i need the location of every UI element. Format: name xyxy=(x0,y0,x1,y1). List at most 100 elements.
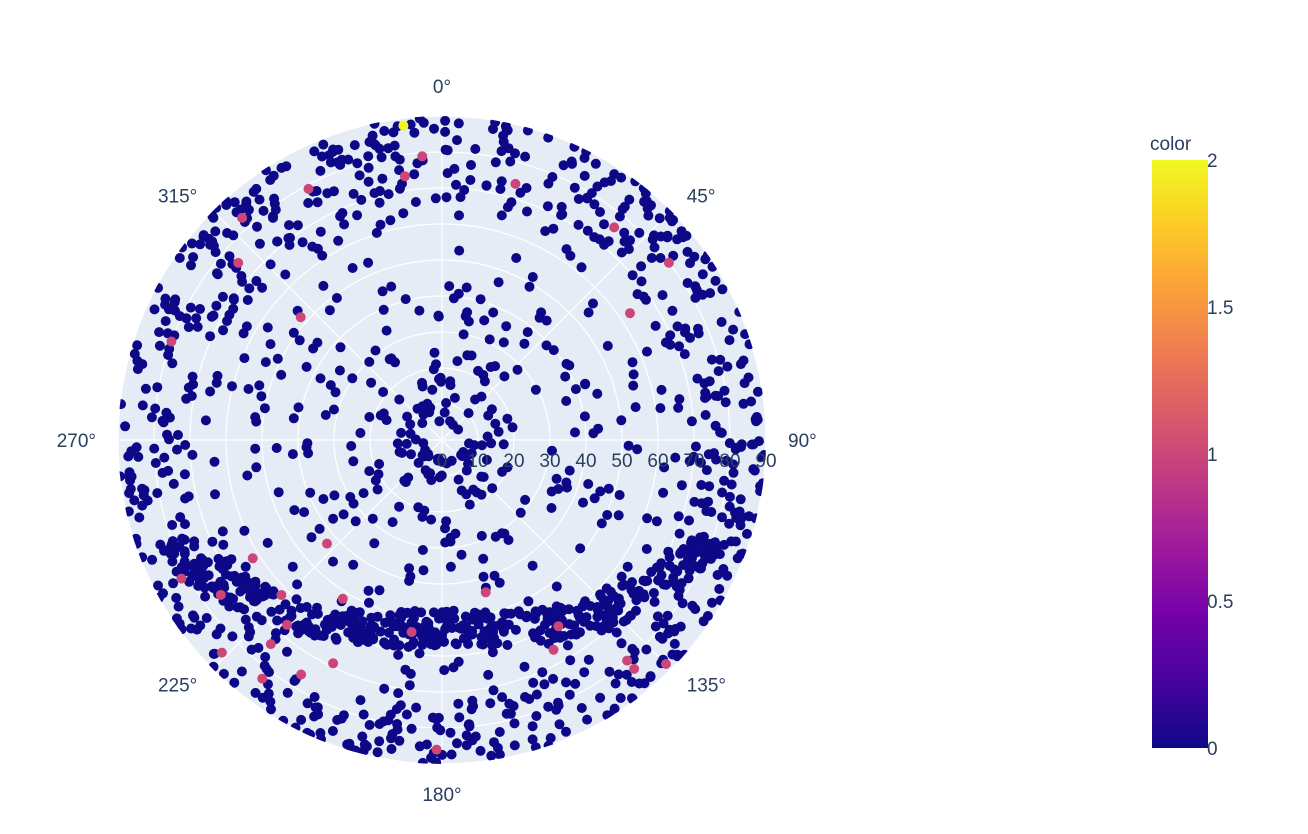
data-point xyxy=(363,585,374,596)
data-point xyxy=(614,490,625,500)
data-point xyxy=(457,620,468,631)
colorbar-tick-label: 1 xyxy=(1207,445,1218,466)
data-point xyxy=(410,197,421,207)
data-point xyxy=(627,643,638,654)
data-point xyxy=(558,160,569,171)
data-point xyxy=(392,724,403,735)
data-point xyxy=(721,455,732,466)
data-point xyxy=(654,213,665,224)
data-point xyxy=(486,750,497,761)
data-point xyxy=(345,492,356,502)
data-point xyxy=(394,501,405,512)
data-point xyxy=(118,399,126,410)
data-point xyxy=(239,353,250,364)
data-point xyxy=(700,393,710,403)
data-point xyxy=(328,513,339,524)
data-point xyxy=(387,517,398,528)
data-point xyxy=(174,618,185,629)
data-point xyxy=(339,219,350,230)
data-point xyxy=(619,201,630,212)
data-point xyxy=(179,534,190,545)
data-point xyxy=(735,494,746,505)
data-point xyxy=(738,398,749,409)
data-point xyxy=(401,438,412,449)
data-point xyxy=(430,193,441,204)
data-point xyxy=(742,528,752,539)
data-point xyxy=(396,427,407,438)
data-point xyxy=(616,247,627,258)
data-point xyxy=(432,722,443,733)
data-point xyxy=(262,322,273,333)
data-point xyxy=(318,280,329,291)
data-point xyxy=(385,610,396,621)
data-point xyxy=(330,632,341,643)
data-point xyxy=(521,183,532,193)
highlighted-point xyxy=(265,639,276,650)
data-point xyxy=(690,604,701,615)
data-point xyxy=(606,176,616,186)
data-point xyxy=(505,156,516,167)
data-point xyxy=(348,559,359,570)
data-point xyxy=(225,592,236,603)
data-point xyxy=(625,610,636,621)
data-point xyxy=(162,328,173,339)
data-point xyxy=(547,172,558,182)
data-point xyxy=(445,380,456,391)
data-point xyxy=(371,227,382,238)
data-point xyxy=(152,382,163,393)
data-point xyxy=(494,727,505,737)
data-point xyxy=(441,606,452,617)
data-point xyxy=(696,480,707,490)
data-point xyxy=(681,230,692,241)
data-point xyxy=(207,536,218,547)
data-point xyxy=(303,198,314,208)
data-point xyxy=(254,194,265,205)
data-point xyxy=(454,245,465,256)
data-point xyxy=(174,253,185,263)
data-point xyxy=(442,145,453,156)
data-point xyxy=(393,688,404,699)
data-point xyxy=(301,361,312,372)
data-point xyxy=(322,614,333,625)
data-point xyxy=(205,331,216,342)
data-point xyxy=(315,630,326,641)
data-point xyxy=(485,362,496,372)
data-point xyxy=(331,293,342,303)
data-point xyxy=(726,536,737,547)
data-point xyxy=(613,669,624,680)
data-point xyxy=(243,631,254,642)
data-point xyxy=(466,704,477,715)
data-point xyxy=(404,680,415,691)
data-point xyxy=(619,227,630,238)
data-point xyxy=(488,307,499,318)
data-point xyxy=(311,186,322,196)
highlighted-point xyxy=(661,659,671,669)
data-point xyxy=(179,548,190,559)
data-point xyxy=(478,639,488,650)
data-point xyxy=(604,605,615,616)
data-point xyxy=(364,720,375,730)
data-point xyxy=(605,586,616,597)
data-point xyxy=(407,639,418,650)
data-point xyxy=(641,644,652,655)
data-point xyxy=(260,357,271,368)
data-point xyxy=(524,281,535,292)
data-point xyxy=(187,570,198,581)
data-point xyxy=(684,515,694,526)
data-point xyxy=(505,708,516,719)
data-point xyxy=(655,403,666,414)
data-point xyxy=(179,469,190,480)
data-point xyxy=(282,646,292,657)
data-point xyxy=(183,322,194,333)
data-point xyxy=(315,373,326,384)
data-point xyxy=(556,201,567,212)
data-point xyxy=(529,613,540,624)
data-point xyxy=(167,520,178,530)
data-point xyxy=(623,440,634,451)
data-point xyxy=(378,387,389,397)
data-point xyxy=(292,579,303,590)
data-point xyxy=(364,597,374,608)
data-point xyxy=(400,294,411,305)
data-point xyxy=(377,286,388,297)
